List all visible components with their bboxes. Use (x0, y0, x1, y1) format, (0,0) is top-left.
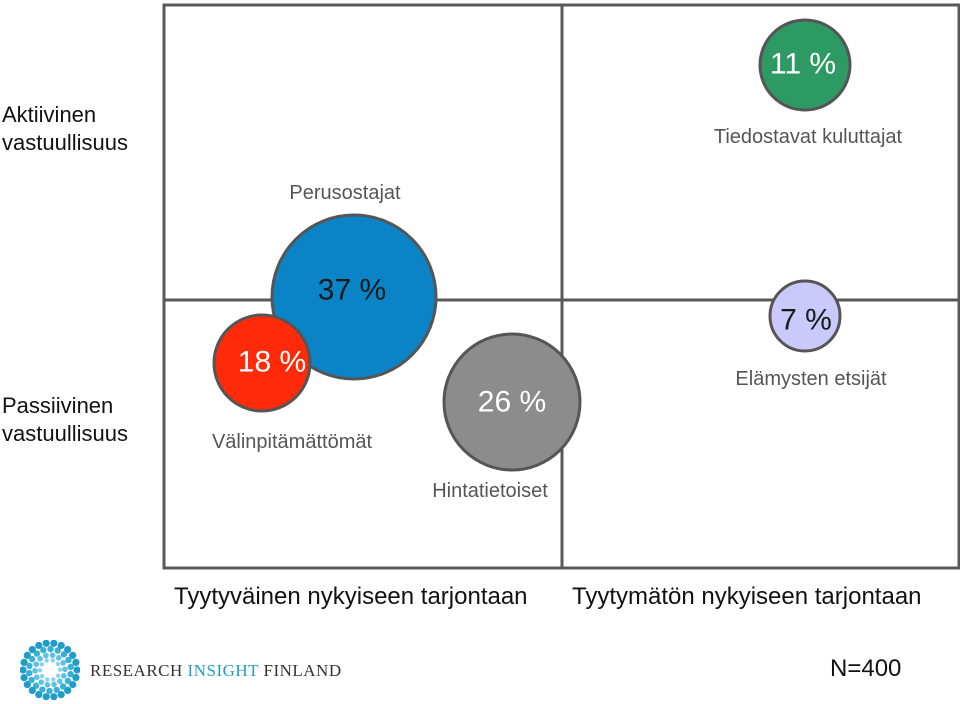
bubble-value-perusostajat: 37 % (318, 274, 386, 307)
x-label-dissatisfied: Tyytymätön nykyiseen tarjontaan (572, 583, 922, 610)
logo-dot (57, 667, 63, 672)
logo-dot (43, 652, 49, 659)
logo-dot (23, 651, 31, 660)
logo-dot (20, 658, 28, 666)
bubble-perusostajat (270, 213, 438, 381)
bubble-value-hintatietoiset: 26 % (478, 386, 546, 419)
logo-dot (64, 686, 72, 695)
logo-dot (42, 693, 50, 700)
logo-dot (20, 674, 28, 682)
bubble-value-elamysten-etsijat: 7 % (780, 304, 832, 337)
logo-dot (65, 656, 72, 664)
logo-dot (37, 655, 43, 662)
brand-part-finland: Finland (258, 661, 342, 680)
logo-dot (69, 651, 77, 660)
logo-dot (26, 662, 33, 670)
sample-size: N=400 (830, 655, 902, 682)
logo-dot (59, 683, 67, 690)
logo-dot (42, 640, 50, 647)
segment-label-hintatietoiset: Hintatietoiset (432, 480, 548, 502)
logo-dot (28, 655, 36, 663)
logo-dot (40, 646, 47, 654)
logo-dot (39, 686, 46, 693)
y-label-passive: Passiivinen vastuullisuus (2, 393, 128, 446)
logo-dot (20, 666, 27, 674)
logo-dot (44, 658, 49, 663)
logo-dot (50, 693, 58, 700)
logo-dot (33, 661, 39, 667)
logo-dot (39, 662, 44, 667)
logo-dot (51, 681, 57, 688)
logo-dot (73, 666, 80, 674)
logo-dot (67, 663, 74, 671)
logo-dot (33, 650, 41, 657)
segment-label-valinpitamattomat: Välinpitämättömät (212, 431, 373, 453)
logo-dot (57, 678, 63, 685)
logo-dot (28, 676, 35, 684)
logo-dot (26, 669, 33, 677)
brand-part-research: Research (90, 661, 188, 680)
logo-dot (62, 666, 68, 673)
x-label-satisfied: Tyytyväinen nykyiseen tarjontaan (174, 583, 528, 610)
logo-dot (50, 658, 56, 663)
logo-dot (60, 651, 68, 658)
segment-label-tiedostavat-kuluttajat: Tiedostavat kuluttajat (714, 126, 903, 148)
logo-dot (34, 674, 40, 680)
research-insight-finland-logo-icon (20, 640, 80, 700)
logo-dot (44, 681, 51, 688)
logo-dot (39, 673, 45, 679)
logo-dot (60, 660, 66, 666)
bubble-valinpitamattomat (212, 313, 312, 413)
logo-dot (55, 655, 62, 661)
logo-dot (53, 686, 60, 694)
logo-dot (72, 658, 80, 666)
logo-dot (64, 677, 72, 685)
logo-dot (35, 641, 43, 650)
brand-name: Research Insight Finland (90, 661, 342, 681)
logo-dot (61, 673, 67, 679)
y-label-active: Aktiivinen vastuullisuus (2, 102, 128, 155)
bubble-hintatietoiset (442, 332, 582, 472)
logo-dot (32, 682, 40, 689)
logo-dot (35, 690, 43, 699)
logo-dot (44, 677, 50, 682)
logo-dot (55, 661, 61, 667)
logo-dot (28, 645, 36, 654)
brand-part-insight: Insight (187, 661, 259, 680)
bubble-tiedostavat-kuluttajat (758, 18, 852, 112)
segment-label-elamysten-etsijat: Elämysten etsijät (735, 368, 887, 390)
segment-label-perusostajat: Perusostajat (289, 182, 401, 204)
logo-dot (72, 674, 80, 682)
bubble-value-tiedostavat-kuluttajat: 11 % (770, 48, 836, 81)
logo-dot (50, 640, 58, 647)
logo-dot (67, 670, 74, 678)
logo-dot (56, 673, 61, 678)
logo-dot (46, 687, 53, 695)
bubbles-layer: 11 % Tiedostavat kuluttajat 7 % Elämysten e… (212, 18, 903, 502)
logo-dot (69, 680, 77, 689)
logo-dot (28, 686, 36, 695)
logo-dot (49, 652, 56, 659)
logo-dot (38, 679, 45, 685)
bubble-elamysten-etsijat (768, 279, 842, 353)
logo-dot (32, 667, 38, 674)
logo-dot (47, 645, 54, 653)
logo-dot (51, 677, 56, 682)
logo-dot (23, 680, 31, 689)
bubble-value-valinpitamattomat: 18 % (238, 346, 306, 379)
logo-dot (64, 645, 72, 654)
logo-dot (57, 641, 65, 650)
logo-dot (37, 668, 43, 673)
logo-dot (57, 690, 65, 699)
logo-dot (54, 647, 61, 654)
